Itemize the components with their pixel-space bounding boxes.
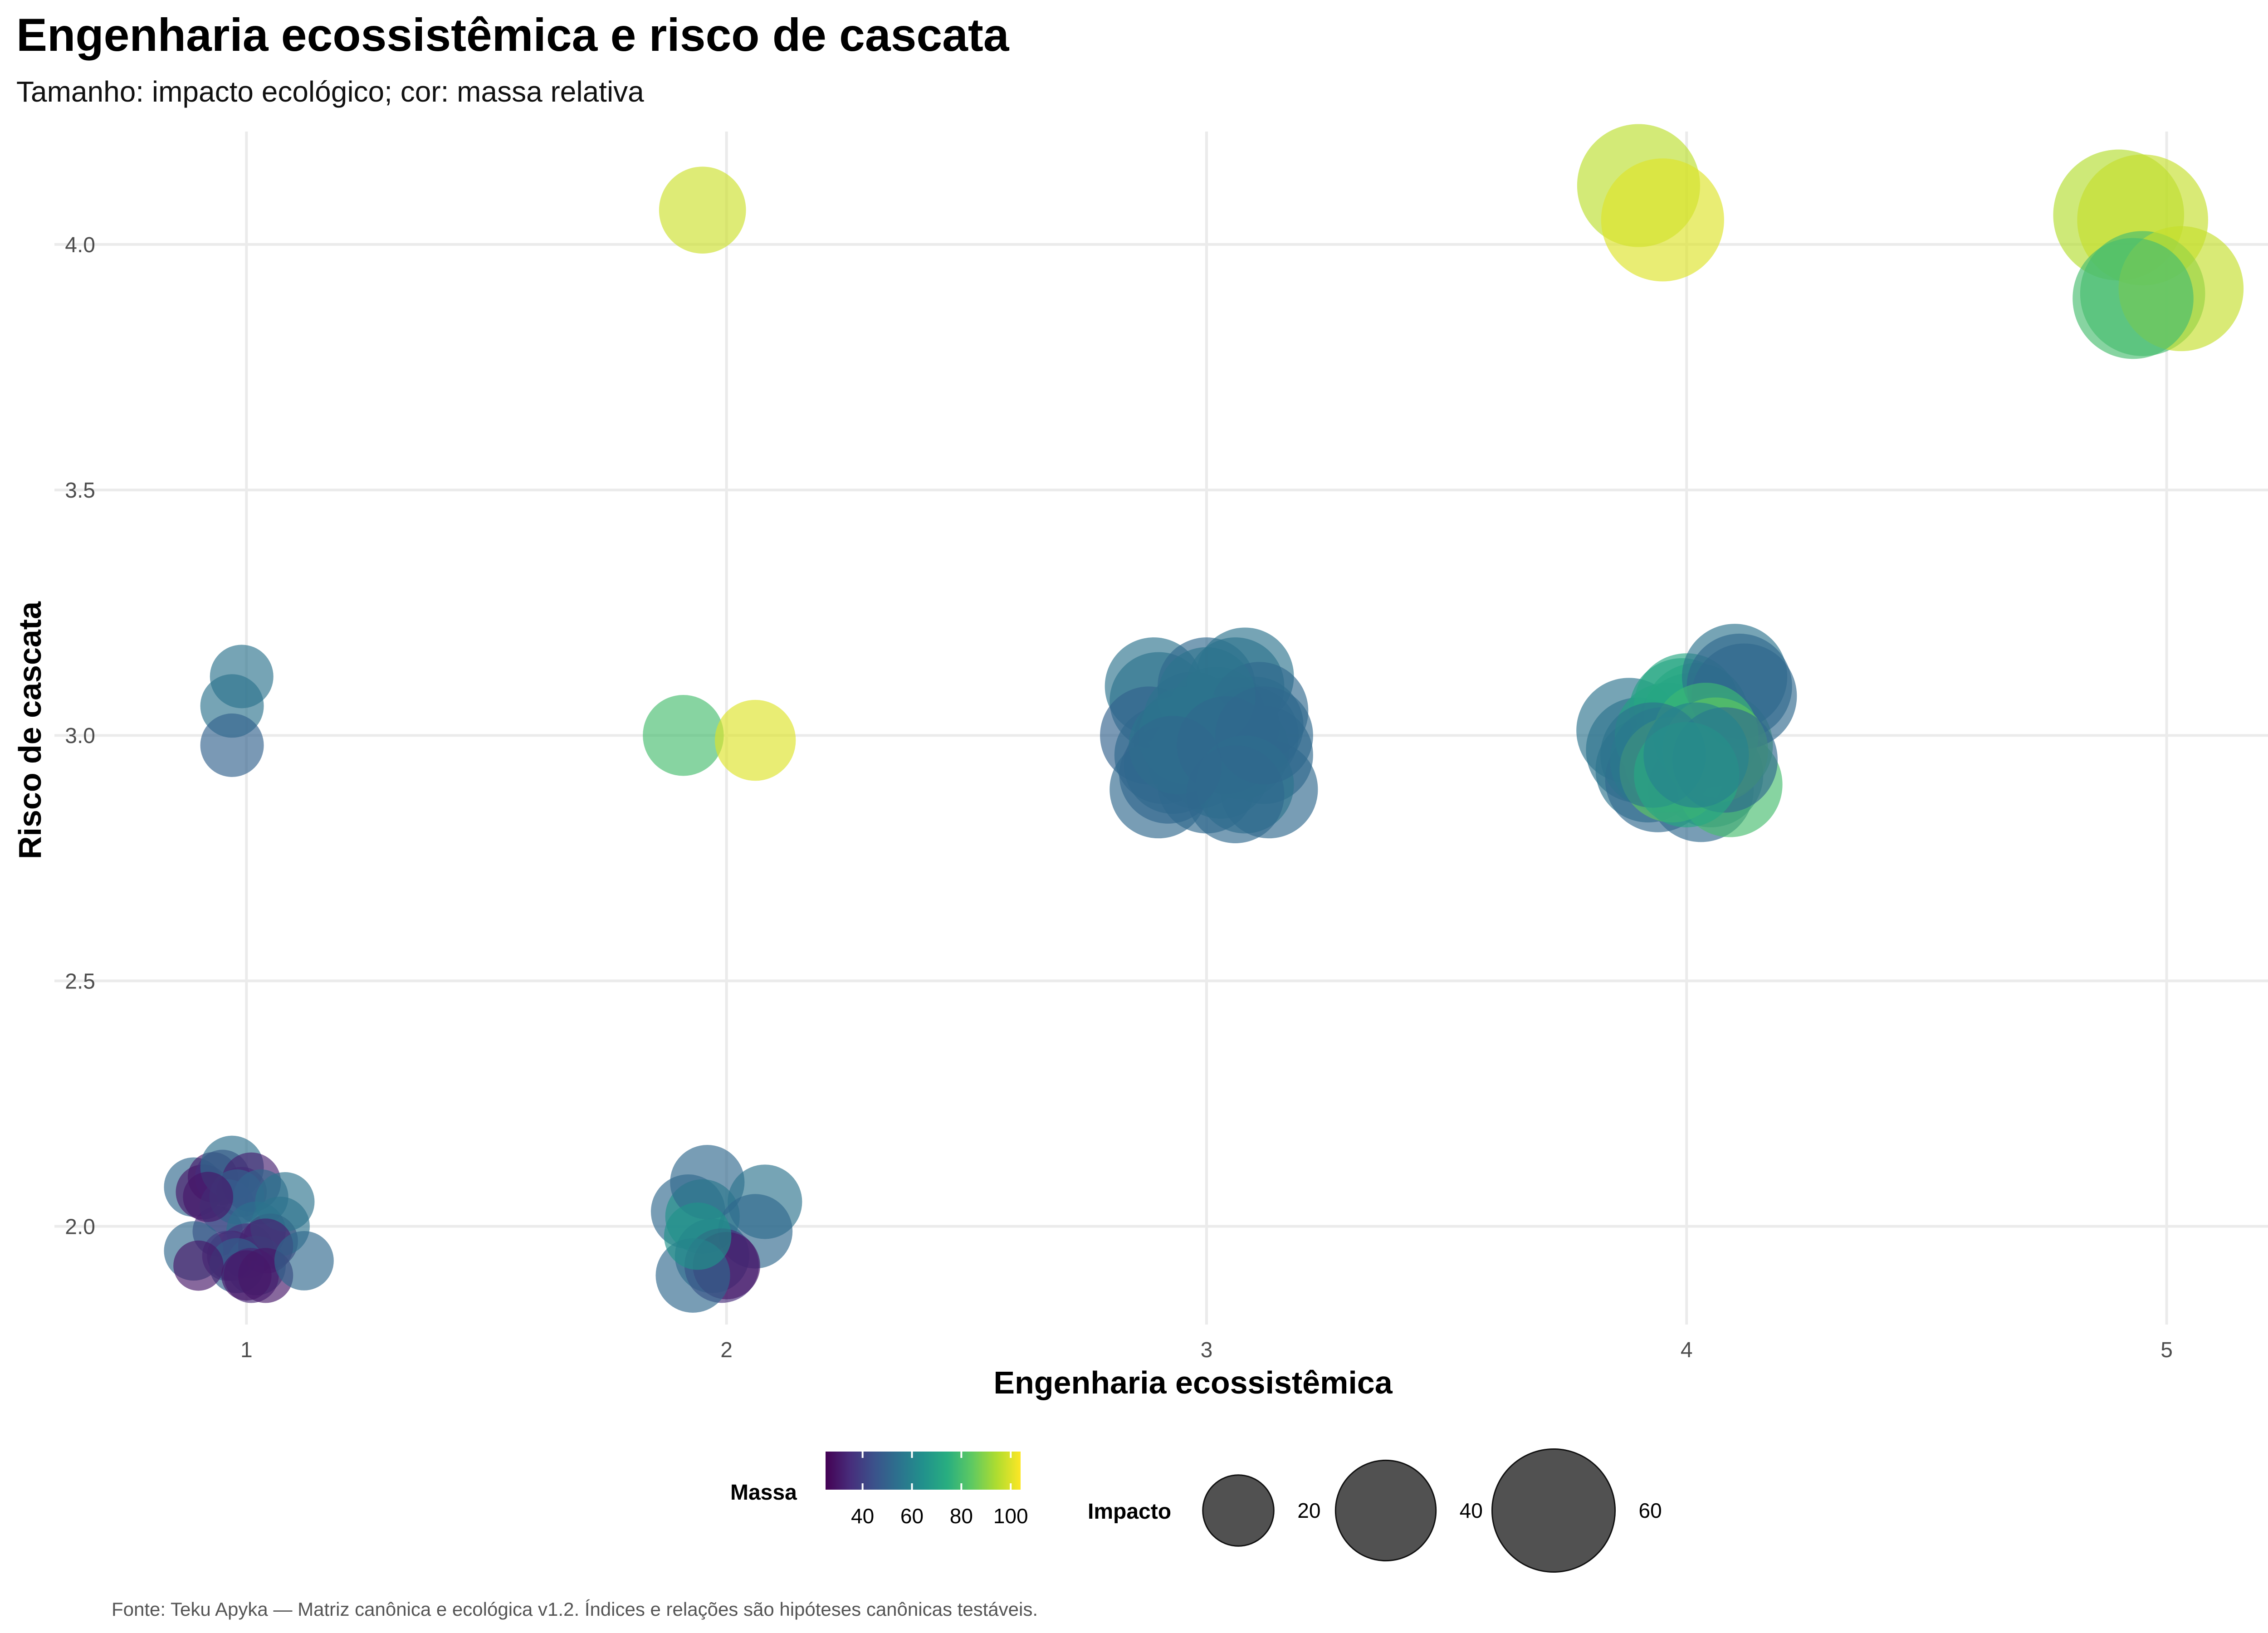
size-legend-label: 20 <box>1297 1499 1320 1522</box>
x-tick-label: 2 <box>720 1338 733 1362</box>
axis-ticks: 1 2 3 4 5 2.0 2.5 3.0 3.5 4.0 <box>65 233 2173 1362</box>
color-legend-label: 80 <box>950 1504 973 1528</box>
chart-subtitle: Tamanho: impacto ecológico; cor: massa r… <box>16 75 644 108</box>
size-legend-title: Impacto <box>1088 1500 1171 1524</box>
x-tick-label: 5 <box>2160 1338 2173 1362</box>
data-point <box>1601 158 1724 282</box>
x-axis-title: Engenharia ecossistêmica <box>993 1365 1393 1400</box>
data-point <box>274 1231 334 1291</box>
data-point <box>173 1240 224 1291</box>
legend: Massa Impacto 40 60 80 100 20 40 60 <box>730 1448 1662 1573</box>
chart-title: Engenharia ecossistêmica e risco de casc… <box>16 9 1010 61</box>
data-point <box>183 1172 234 1222</box>
y-tick-label: 2.0 <box>65 1215 95 1239</box>
y-tick-label: 4.0 <box>65 233 95 257</box>
color-legend-label: 100 <box>993 1504 1028 1528</box>
data-point <box>643 695 724 776</box>
data-point <box>2072 238 2194 359</box>
scatter-points <box>164 124 2244 1313</box>
color-legend-label: 60 <box>900 1504 924 1528</box>
grid <box>54 132 2268 1325</box>
x-tick-label: 3 <box>1201 1338 1213 1362</box>
x-tick-label: 1 <box>240 1338 253 1362</box>
data-point <box>210 645 274 709</box>
chart-caption: Fonte: Teku Apyka — Matriz canônica e ec… <box>112 1599 1038 1620</box>
data-point <box>714 699 796 781</box>
data-point <box>659 166 746 254</box>
color-legend-bar <box>826 1452 1021 1490</box>
x-tick-label: 4 <box>1681 1338 1693 1362</box>
size-legend-label: 60 <box>1639 1499 1662 1522</box>
y-tick-label: 2.5 <box>65 969 95 993</box>
y-axis-title: Risco de cascata <box>12 601 48 859</box>
data-point <box>670 1145 745 1220</box>
y-tick-label: 3.0 <box>65 724 95 748</box>
size-legend-circle <box>1202 1474 1275 1547</box>
color-legend-label: 40 <box>851 1504 874 1528</box>
data-point <box>1186 745 1285 843</box>
data-point <box>200 713 264 777</box>
size-legend-label: 40 <box>1460 1499 1483 1522</box>
data-point <box>221 1250 272 1301</box>
size-legend-circle <box>1334 1459 1437 1562</box>
y-tick-label: 3.5 <box>65 479 95 503</box>
data-point <box>1643 702 1749 808</box>
size-legend-circle <box>1491 1448 1616 1573</box>
data-point <box>664 1202 732 1270</box>
color-legend-title: Massa <box>730 1481 797 1505</box>
